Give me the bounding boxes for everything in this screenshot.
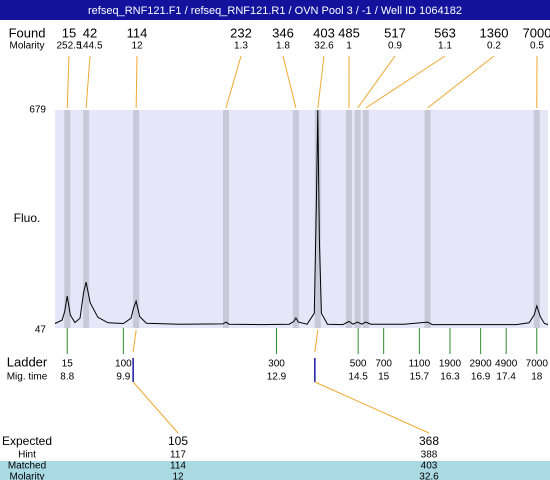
expected-matched: 403	[421, 461, 438, 472]
title: refseq_RNF121.F1 / refseq_RNF121.R1 / OV…	[88, 5, 462, 17]
ladder-size: 100	[115, 359, 132, 370]
found-band	[133, 110, 140, 328]
y-label: Fluo.	[14, 211, 41, 225]
ladder-size: 300	[268, 359, 285, 370]
found-molarity: 0.5	[530, 41, 544, 52]
found-band	[292, 110, 299, 328]
found-connector	[317, 55, 325, 109]
y-tick-label: 47	[35, 325, 47, 336]
found-molarity: 12	[131, 41, 143, 52]
match-connector	[132, 381, 179, 434]
match-connector	[314, 381, 430, 434]
ladder-size: 1100	[409, 359, 431, 370]
found-size: 1360	[480, 25, 509, 40]
matched-band	[0, 461, 550, 480]
found-size: 114	[127, 25, 148, 40]
ladder-size: 7000	[526, 359, 549, 370]
found-band	[222, 110, 229, 328]
found-molarity: 144.5	[77, 41, 102, 52]
found-connector	[427, 55, 495, 109]
expected-row-label: Molarity	[9, 472, 44, 480]
found-size: 232	[230, 25, 252, 40]
found-size: 517	[384, 25, 406, 40]
found-molarity: 0.2	[487, 41, 501, 52]
found-size: 42	[83, 25, 97, 40]
expected-row-label: Expected	[2, 434, 52, 448]
expected-row-label: Hint	[18, 450, 36, 461]
found-band	[314, 110, 321, 328]
title-bar	[0, 0, 550, 20]
trace	[54, 109, 549, 326]
found-connector	[357, 55, 396, 109]
expected-molarity: 32.6	[419, 472, 439, 480]
ladder-mig-time: 16.9	[471, 372, 491, 383]
ladder-size: 15	[62, 359, 74, 370]
ladder-size: 500	[350, 359, 367, 370]
ladder-mig-time: 14.5	[348, 372, 368, 383]
ladder-size: 1900	[439, 359, 462, 370]
match-connector	[132, 329, 137, 353]
ladder-size: 700	[375, 359, 392, 370]
found-size: 485	[338, 25, 360, 40]
found-molarity: 252.5	[56, 41, 81, 52]
ladder-label: Ladder	[7, 354, 48, 369]
found-band	[424, 110, 431, 328]
found-size: 15	[62, 25, 76, 40]
ladder-mig-time: 15	[378, 372, 390, 383]
found-molarity: 1.3	[234, 41, 248, 52]
found-band	[64, 110, 71, 328]
y-tick-label: 679	[29, 105, 46, 116]
found-band	[354, 110, 361, 328]
found-connector	[66, 55, 70, 109]
found-connector	[365, 55, 446, 109]
found-molarity: 1.8	[276, 41, 290, 52]
found-molarity: 32.6	[314, 41, 334, 52]
expected-expected: 368	[419, 434, 439, 448]
ladder-size: 4900	[495, 359, 518, 370]
found-size: 346	[272, 25, 294, 40]
found-band	[345, 110, 352, 328]
found-connector	[225, 55, 242, 109]
match-connector	[314, 329, 319, 353]
expected-expected: 105	[168, 434, 188, 448]
molarity-label: Molarity	[9, 41, 44, 52]
found-band	[83, 110, 90, 328]
ladder-mig-time: 16.3	[440, 372, 460, 383]
ladder-mig-time: 18	[531, 372, 543, 383]
found-size: 7000	[523, 25, 550, 40]
ladder-mig-time: 8.8	[60, 372, 74, 383]
ladder-mig-time: 9.9	[116, 372, 130, 383]
mig-time-label: Mig. time	[7, 372, 48, 383]
ladder-mig-time: 12.9	[267, 372, 287, 383]
found-size: 403	[313, 25, 335, 40]
found-band	[533, 110, 540, 328]
expected-molarity: 12	[172, 472, 184, 480]
ladder-size: 2900	[470, 359, 493, 370]
found-molarity: 1.1	[438, 41, 452, 52]
found-molarity: 1	[346, 41, 352, 52]
expected-hint: 117	[170, 450, 186, 461]
found-molarity: 0.9	[388, 41, 402, 52]
expected-hint: 388	[421, 450, 438, 461]
found-label: Found	[9, 25, 46, 40]
ladder-mig-time: 17.4	[496, 372, 516, 383]
ladder-mig-time: 15.7	[410, 372, 430, 383]
expected-row-label: Matched	[8, 461, 46, 472]
plot-area	[55, 110, 548, 328]
found-connector	[282, 55, 297, 109]
expected-matched: 114	[170, 461, 186, 472]
found-size: 563	[434, 25, 456, 40]
found-connector	[135, 55, 138, 109]
found-band	[362, 110, 369, 328]
found-connector	[85, 55, 91, 109]
